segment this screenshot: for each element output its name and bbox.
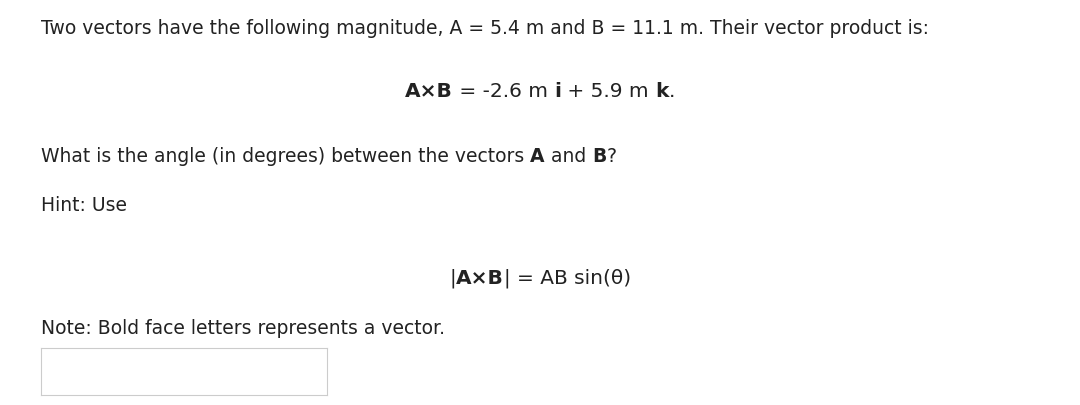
Text: A×B: A×B (456, 269, 503, 288)
Text: .: . (669, 82, 675, 101)
Text: | = AB sin(θ): | = AB sin(θ) (503, 269, 631, 288)
Text: Hint: Use: Hint: Use (41, 196, 127, 215)
Text: k: k (656, 82, 669, 101)
Text: and: and (544, 147, 592, 166)
Text: |: | (449, 269, 456, 288)
Text: B: B (592, 147, 606, 166)
Text: A: A (530, 147, 544, 166)
Text: ?: ? (606, 147, 617, 166)
Text: + 5.9 m: + 5.9 m (562, 82, 656, 101)
Text: = -2.6 m: = -2.6 m (453, 82, 554, 101)
Text: i: i (554, 82, 562, 101)
Text: Two vectors have the following magnitude, A = 5.4 m and B = 11.1 m. Their vector: Two vectors have the following magnitude… (41, 19, 929, 38)
Text: A×B: A×B (405, 82, 453, 101)
Text: What is the angle (in degrees) between the vectors: What is the angle (in degrees) between t… (41, 147, 530, 166)
Text: Note: Bold face letters represents a vector.: Note: Bold face letters represents a vec… (41, 319, 445, 338)
